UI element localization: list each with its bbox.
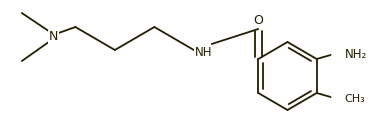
Text: O: O bbox=[253, 13, 263, 27]
Text: NH: NH bbox=[195, 46, 212, 60]
Text: CH₃: CH₃ bbox=[344, 94, 365, 104]
Text: N: N bbox=[49, 30, 58, 44]
Text: NH₂: NH₂ bbox=[344, 48, 367, 60]
